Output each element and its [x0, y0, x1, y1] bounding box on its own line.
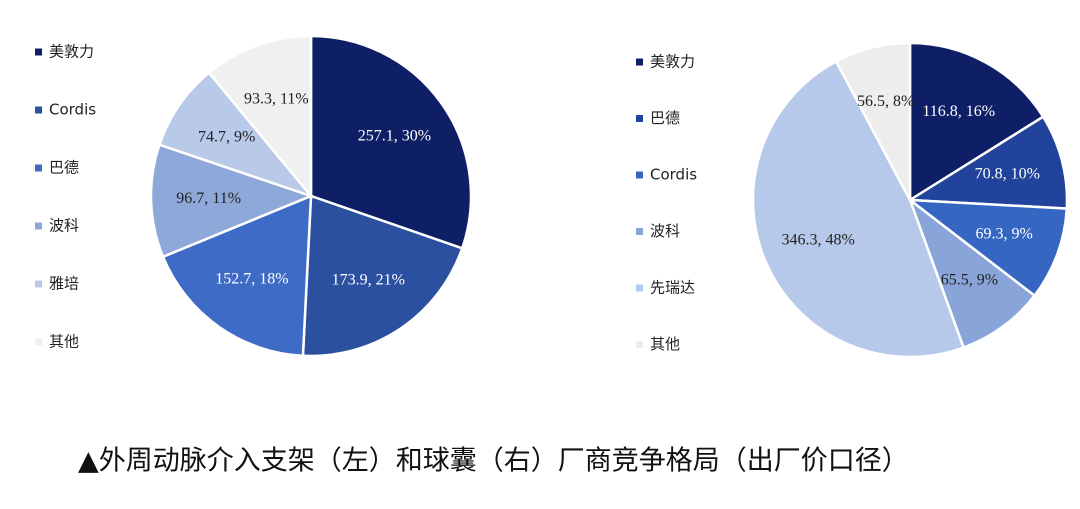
pie-slice [834, 41, 912, 201]
slice-label: 65.5, 9% [941, 272, 998, 289]
legend-marker [636, 284, 643, 292]
pie-slice [751, 59, 966, 359]
pie-slice [907, 196, 1037, 350]
legend-marker [35, 338, 42, 346]
pie-slice [309, 34, 473, 250]
pie-slice [161, 194, 313, 358]
slice-label: 346.3, 48% [782, 232, 855, 249]
pie-slice [207, 34, 313, 200]
slice-label: 74.7, 9% [198, 129, 255, 146]
legend-label: 美敦力 [49, 43, 94, 61]
legend-marker [636, 115, 643, 122]
slice-label: 116.8, 16% [922, 103, 995, 120]
pie-slice [905, 115, 1069, 210]
legend-label: 波科 [49, 217, 79, 235]
legend-label: Cordis [49, 101, 96, 119]
legend-marker [35, 280, 42, 288]
slice-label: 56.5, 8% [857, 93, 914, 110]
legend-marker [636, 171, 643, 179]
legend-label: 巴德 [49, 159, 79, 177]
slice-label: 152.7, 18% [215, 270, 288, 287]
legend-marker [35, 222, 42, 230]
legend-label: Cordis [650, 166, 697, 184]
legend-label: 其他 [49, 333, 79, 351]
legend-label: 先瑞达 [650, 279, 695, 297]
legend-marker [636, 341, 643, 348]
pie-slice [157, 70, 315, 199]
slice-label: 93.3, 11% [244, 90, 309, 107]
slice-label: 173.9, 21% [332, 272, 405, 289]
slice-label: 69.3, 9% [976, 226, 1033, 243]
legend-label: 其他 [650, 335, 680, 353]
pie-slice [908, 41, 1045, 203]
legend-label: 美敦力 [650, 53, 695, 71]
slice-label: 257.1, 30% [358, 127, 431, 144]
legend-marker [35, 48, 42, 56]
legend-marker [35, 106, 42, 114]
legend-label: 雅培 [49, 275, 79, 293]
slice-label: 96.7, 11% [176, 190, 241, 207]
slice-label: 70.8, 10% [975, 166, 1040, 183]
legend-marker [636, 228, 643, 235]
legend-marker [35, 164, 42, 172]
legend-label: 巴德 [650, 109, 680, 127]
caption: ▲外周动脉介入支架（左）和球囊（右）厂商竞争格局（出厂价口径） [78, 446, 909, 477]
pie-slice [149, 143, 315, 259]
pie-slice [301, 194, 464, 358]
legend-marker [636, 58, 643, 66]
legend-label: 波科 [650, 222, 680, 240]
pie-slice [906, 198, 1069, 298]
